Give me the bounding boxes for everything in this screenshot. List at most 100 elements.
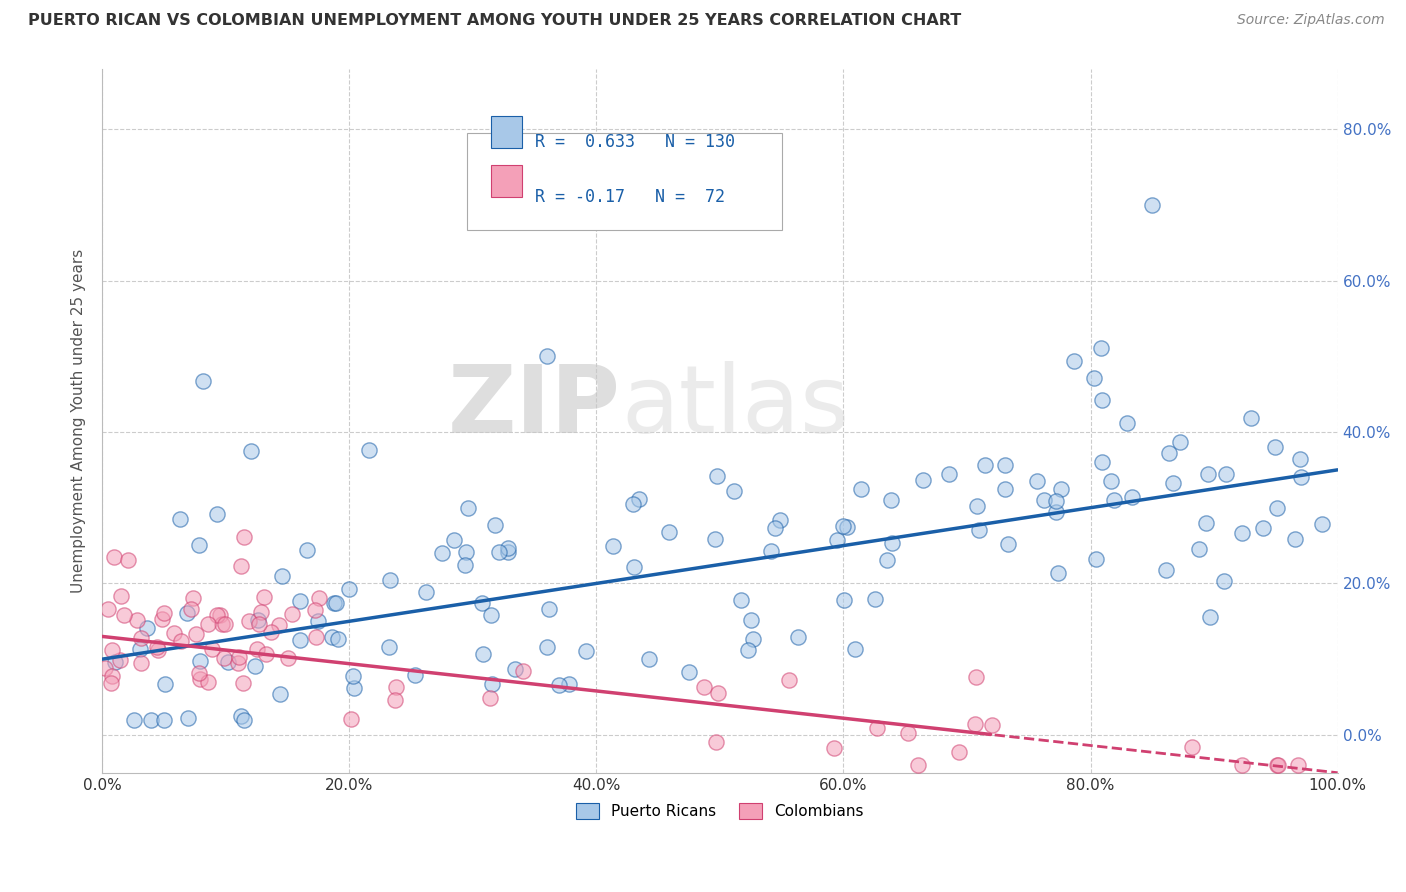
Text: Source: ZipAtlas.com: Source: ZipAtlas.com — [1237, 13, 1385, 28]
Point — [994, 482, 1017, 496]
Point — [305, 630, 328, 644]
Point — [880, 536, 903, 550]
Point — [188, 672, 211, 686]
Point — [125, 613, 148, 627]
Point — [205, 508, 228, 522]
Point — [308, 591, 330, 605]
Point — [1102, 492, 1125, 507]
Point — [184, 627, 207, 641]
Point — [277, 650, 299, 665]
Text: R =  0.633   N = 130: R = 0.633 N = 130 — [534, 134, 734, 152]
Point — [1083, 371, 1105, 385]
Point — [832, 518, 855, 533]
Point — [787, 631, 810, 645]
Point — [536, 640, 558, 654]
Point — [253, 590, 276, 604]
Point — [825, 533, 848, 547]
Point — [471, 596, 494, 610]
Point — [269, 687, 291, 701]
Point — [1310, 516, 1333, 531]
Point — [112, 608, 135, 623]
Point — [707, 685, 730, 699]
Point — [146, 643, 169, 657]
Point — [136, 621, 159, 635]
Point — [342, 669, 364, 683]
Point — [267, 618, 290, 632]
Point — [155, 677, 177, 691]
Text: ZIP: ZIP — [449, 360, 621, 452]
Point — [967, 523, 990, 537]
Point — [152, 612, 174, 626]
Point — [104, 656, 127, 670]
Point — [1289, 451, 1312, 466]
Point — [1121, 491, 1143, 505]
Point — [1032, 493, 1054, 508]
Point — [457, 500, 479, 515]
Point — [170, 634, 193, 648]
Point — [1230, 758, 1253, 772]
Point — [122, 713, 145, 727]
Point — [321, 630, 343, 644]
Point — [153, 606, 176, 620]
Point — [1142, 198, 1164, 212]
Point — [247, 613, 270, 627]
Point — [288, 632, 311, 647]
Point — [740, 613, 762, 627]
Point — [1116, 416, 1139, 430]
Point — [693, 680, 716, 694]
Point — [938, 467, 960, 481]
Point — [575, 644, 598, 658]
Point — [638, 652, 661, 666]
Point — [844, 642, 866, 657]
Point — [866, 721, 889, 735]
Point — [197, 617, 219, 632]
Point — [238, 615, 260, 629]
Point — [778, 673, 800, 687]
Point — [415, 584, 437, 599]
Point — [1026, 474, 1049, 488]
Text: atlas: atlas — [621, 360, 849, 452]
Point — [378, 573, 401, 587]
Text: R = -0.17   N =  72: R = -0.17 N = 72 — [534, 188, 724, 206]
Point — [232, 676, 254, 690]
Point — [247, 616, 270, 631]
Point — [1240, 411, 1263, 425]
Point — [879, 493, 901, 508]
Point — [128, 642, 150, 657]
Point — [1197, 467, 1219, 481]
Point — [1161, 476, 1184, 491]
Point — [129, 656, 152, 670]
Point — [832, 593, 855, 607]
Point — [704, 735, 727, 749]
Point — [479, 607, 502, 622]
Point — [176, 607, 198, 621]
Point — [211, 617, 233, 632]
Point — [214, 617, 236, 632]
Point — [823, 741, 845, 756]
Point — [117, 553, 139, 567]
Point — [1181, 740, 1204, 755]
Point — [295, 543, 318, 558]
Point — [187, 665, 209, 680]
Point — [94, 661, 117, 675]
Point — [322, 596, 344, 610]
Point — [377, 640, 399, 655]
Point — [965, 717, 987, 731]
Point — [163, 625, 186, 640]
Point — [1091, 393, 1114, 408]
Point — [1168, 435, 1191, 450]
Point — [337, 582, 360, 596]
Point — [765, 521, 787, 535]
Point — [966, 499, 988, 513]
Point — [503, 662, 526, 676]
Point — [478, 691, 501, 706]
Point — [547, 678, 569, 692]
Point — [1267, 758, 1289, 772]
Point — [980, 718, 1002, 732]
Point — [849, 482, 872, 496]
Point — [100, 676, 122, 690]
Point — [1156, 562, 1178, 576]
Point — [250, 606, 273, 620]
Point — [325, 596, 347, 610]
Point — [1063, 354, 1085, 368]
